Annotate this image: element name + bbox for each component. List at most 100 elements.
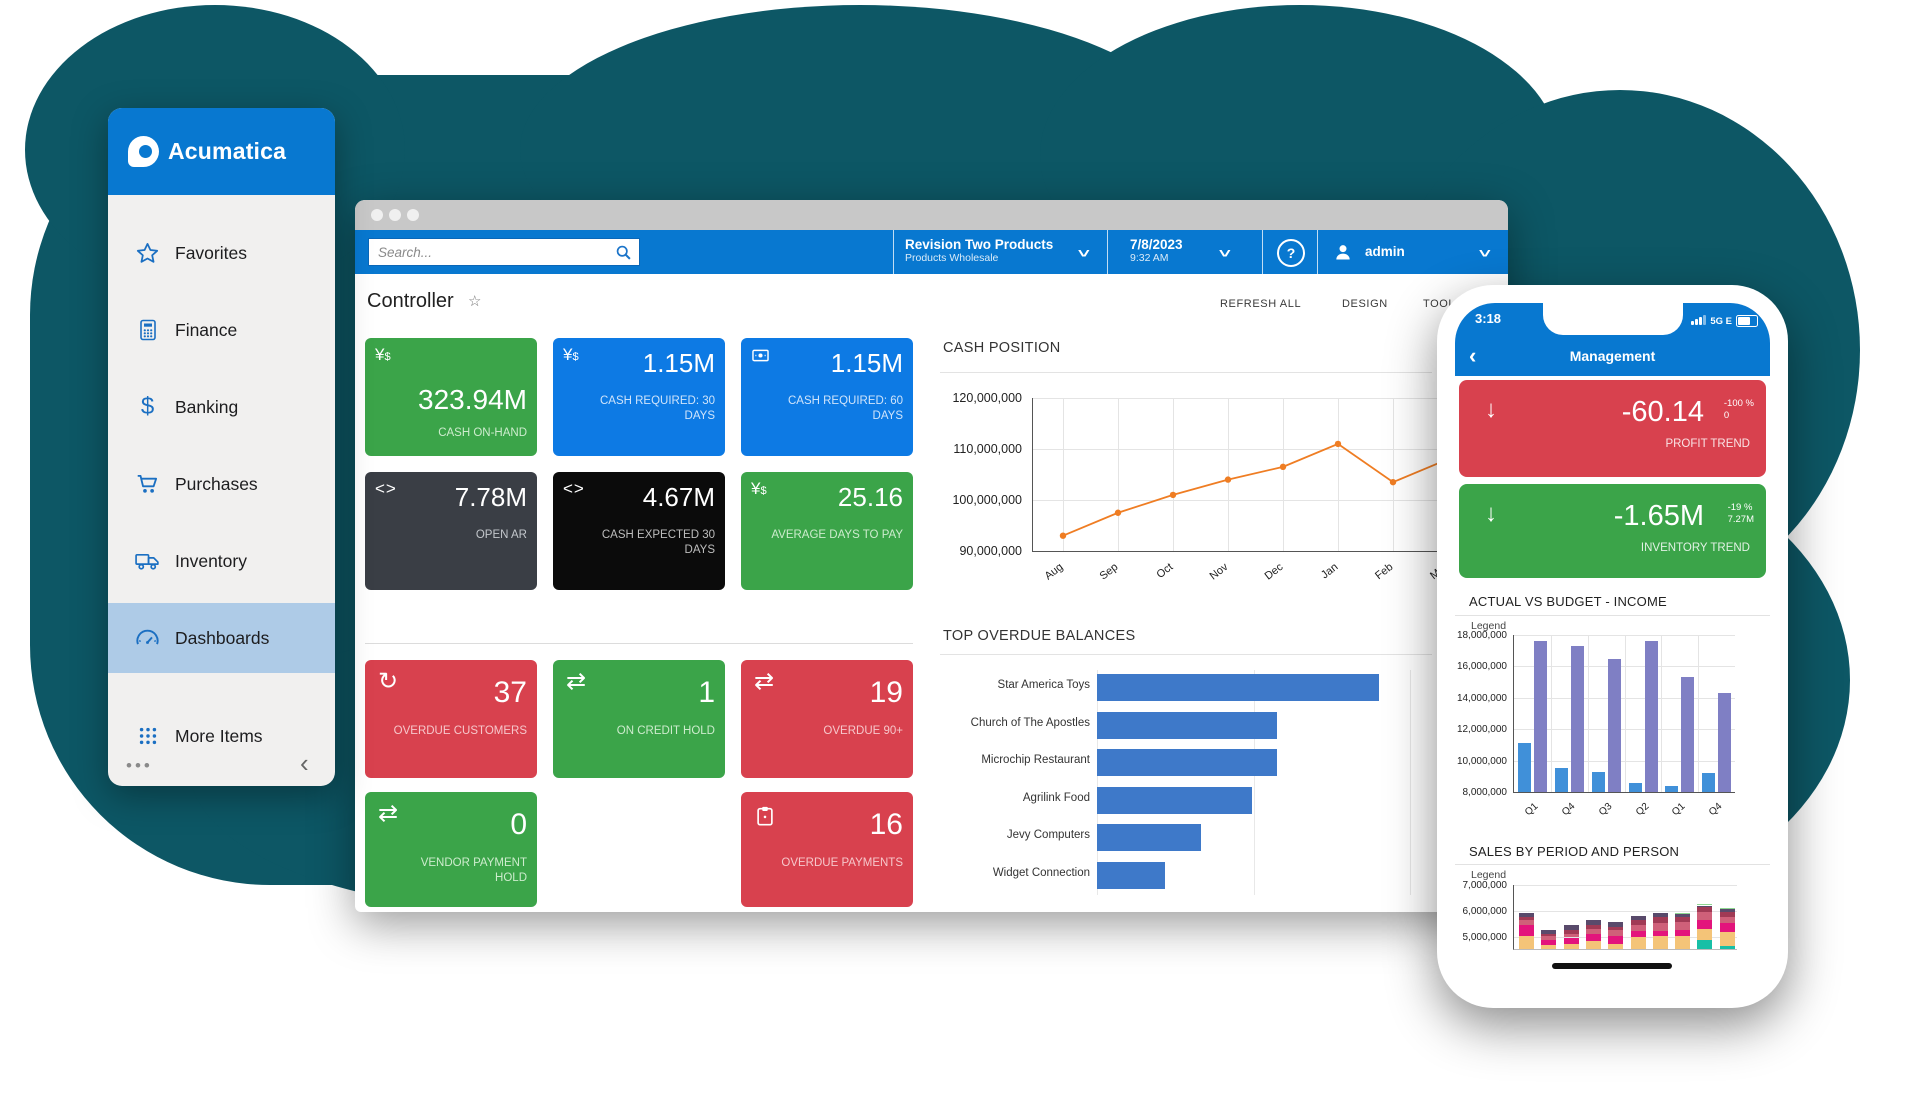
gridline xyxy=(1063,398,1064,551)
gridline xyxy=(1338,398,1339,551)
window-dot-2[interactable] xyxy=(389,209,401,221)
sidebar-item-dashboards[interactable]: Dashboards xyxy=(108,603,335,673)
sidebar-item-finance[interactable]: Finance xyxy=(108,295,335,365)
kpi-tile-overdue-customers[interactable]: ↻ 37 OVERDUE CUSTOMERS xyxy=(365,660,537,778)
header-divider xyxy=(893,230,894,274)
kpi-value: 7.78M xyxy=(454,482,527,512)
sales-bar-segment xyxy=(1719,908,1735,910)
x-axis-tick: Q2 xyxy=(1633,801,1651,819)
gridline xyxy=(1587,635,1589,792)
overdue-bar xyxy=(1097,749,1278,776)
search-icon[interactable] xyxy=(615,244,632,261)
app-header: Search... Revision Two Products Products… xyxy=(355,230,1508,274)
phone-screen: 3:18 5G E ‹ Management ↓ -60.14 -100 % 0 PRO… xyxy=(1455,303,1770,990)
gridline xyxy=(1410,670,1412,895)
swap-icon: ⇄ xyxy=(566,668,587,695)
refresh-all-button[interactable]: REFRESH ALL xyxy=(1220,298,1302,310)
y-axis-tick: 14,000,000 xyxy=(1456,692,1507,704)
kpi-tile-overdue-payments[interactable]: 16 OVERDUE PAYMENTS xyxy=(741,792,913,907)
y-axis-tick: 90,000,000 xyxy=(959,544,1022,558)
tenant-name: Revision Two Products xyxy=(905,237,1054,252)
back-chevron-icon[interactable]: ‹ xyxy=(1469,343,1477,368)
kpi-tile-cash-expected-30-days[interactable]: <> 4.67M CASH EXPECTED 30 DAYS xyxy=(553,472,725,590)
sidebar-more-dots[interactable]: ••• xyxy=(126,756,153,775)
sidebar-item-more-items[interactable]: More Items xyxy=(108,701,335,771)
kpi-tile-overdue-90-[interactable]: ⇄ 19 OVERDUE 90+ xyxy=(741,660,913,778)
avb-title: ACTUAL VS BUDGET - INCOME xyxy=(1469,594,1667,609)
window-dot-1[interactable] xyxy=(371,209,383,221)
phone-nav-title: Management xyxy=(1569,348,1656,364)
y-axis-tick: 100,000,000 xyxy=(952,493,1022,507)
kpi-label: CASH ON-HAND xyxy=(438,427,527,439)
kpi-tile-cash-required-30-days[interactable]: ¥$ 1.15M CASH REQUIRED: 30 DAYS xyxy=(553,338,725,456)
currency-icon: ¥$ xyxy=(375,345,391,364)
kpi-label: AVERAGE DAYS TO PAY xyxy=(771,529,903,541)
sales-title: SALES BY PERIOD AND PERSON xyxy=(1469,844,1680,859)
chevron-down-icon[interactable]: ˅ xyxy=(1218,246,1231,261)
window-titlebar xyxy=(355,200,1508,230)
search-input[interactable]: Search... xyxy=(368,238,640,266)
gridline xyxy=(1097,670,1098,895)
sales-bar-segment xyxy=(1697,919,1713,929)
brand-name: Acumatica xyxy=(168,138,287,164)
kpi-tile-on-credit-hold[interactable]: ⇄ 1 ON CREDIT HOLD xyxy=(553,660,725,778)
sales-bar-segment xyxy=(1519,913,1534,917)
overdue-bar-label: Jevy Computers xyxy=(1006,829,1090,841)
sales-bar-segment xyxy=(1585,924,1601,929)
sales-bar-segment xyxy=(1630,937,1646,949)
kpi-tile-open-ar[interactable]: <> 7.78M OPEN AR xyxy=(365,472,537,590)
sales-bar-segment xyxy=(1630,915,1646,920)
design-button[interactable]: DESIGN xyxy=(1342,298,1388,310)
user-menu[interactable]: admin ˅ xyxy=(1333,230,1508,274)
sidebar-collapse-chevron[interactable]: ‹ xyxy=(300,748,309,778)
kpi-label: VENDOR PAYMENT HOLD xyxy=(420,857,527,884)
overdue-bar xyxy=(1097,674,1379,701)
datetime-selector[interactable]: 7/8/2023 9:32 AM xyxy=(1130,230,1225,274)
gridline xyxy=(1624,635,1626,792)
kpi-value: 0 xyxy=(510,808,527,841)
favorite-star-icon[interactable]: ☆ xyxy=(468,293,482,310)
y-axis-tick: 110,000,000 xyxy=(953,442,1022,456)
y-axis-tick: 6,000,000 xyxy=(1462,906,1508,917)
sidebar-item-purchases[interactable]: Purchases xyxy=(108,449,335,519)
gridline xyxy=(1173,398,1174,551)
phone-tile-profit-trend[interactable]: ↓ -60.14 -100 % 0 PROFIT TREND xyxy=(1459,380,1766,477)
overdue-bar-label: Microchip Restaurant xyxy=(981,754,1090,766)
currency-icon: ¥$ xyxy=(563,345,579,364)
x-axis-tick: Q4 xyxy=(1559,801,1578,819)
gridline xyxy=(1033,449,1453,450)
kpi-value: 37 xyxy=(493,676,527,709)
kpi-tile-cash-on-hand[interactable]: ¥$ 323.94M CASH ON-HAND xyxy=(365,338,537,456)
sidebar-item-favorites[interactable]: Favorites xyxy=(108,218,335,288)
sales-bar-segment xyxy=(1563,933,1579,938)
chevron-down-icon[interactable]: ˅ xyxy=(1077,246,1090,261)
gridline xyxy=(1393,398,1394,551)
sales-bar-segment xyxy=(1585,919,1601,925)
sidebar-item-label: More Items xyxy=(175,725,263,746)
kpi-tile-average-days-to-pay[interactable]: ¥$ 25.16 AVERAGE DAYS TO PAY xyxy=(741,472,913,590)
home-indicator[interactable] xyxy=(1552,963,1672,969)
acumatica-logo-icon xyxy=(128,136,159,167)
sales-bar-segment xyxy=(1608,922,1624,928)
window-dot-3[interactable] xyxy=(407,209,419,221)
kpi-tile-vendor-payment-hold[interactable]: ⇄ 0 VENDOR PAYMENT HOLD xyxy=(365,792,537,907)
gridline xyxy=(1514,937,1737,938)
cash-position-title: CASH POSITION xyxy=(943,340,1061,356)
user-name: admin xyxy=(1365,244,1405,259)
kpi-label: OVERDUE CUSTOMERS xyxy=(393,725,527,737)
sales-bar-segment xyxy=(1719,932,1735,947)
tenant-selector[interactable]: Revision Two Products Products Wholesale xyxy=(905,230,1105,274)
sales-bar-segment xyxy=(1652,936,1668,949)
kpi-value: 25.16 xyxy=(837,482,903,512)
kpi-tile-cash-required-60-days[interactable]: 1.15M CASH REQUIRED: 60 DAYS xyxy=(741,338,913,456)
x-axis-tick: Q3 xyxy=(1596,801,1615,819)
avb-bar-actual xyxy=(1554,768,1568,792)
sidebar-item-inventory[interactable]: Inventory xyxy=(108,526,335,596)
header-time: 9:32 AM xyxy=(1130,252,1169,264)
sidebar-item-banking[interactable]: $ Banking xyxy=(108,372,335,442)
phone-tile-inventory-trend[interactable]: ↓ -1.65M -19 % 7.27M INVENTORY TREND xyxy=(1459,484,1766,578)
y-axis-tick: 8,000,000 xyxy=(1462,787,1508,798)
sales-bar-segment xyxy=(1541,940,1557,946)
kpi-value: 1.15M xyxy=(830,348,903,378)
help-button[interactable]: ? xyxy=(1277,230,1305,274)
